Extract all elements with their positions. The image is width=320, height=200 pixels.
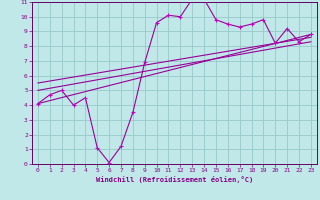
X-axis label: Windchill (Refroidissement éolien,°C): Windchill (Refroidissement éolien,°C)	[96, 176, 253, 183]
